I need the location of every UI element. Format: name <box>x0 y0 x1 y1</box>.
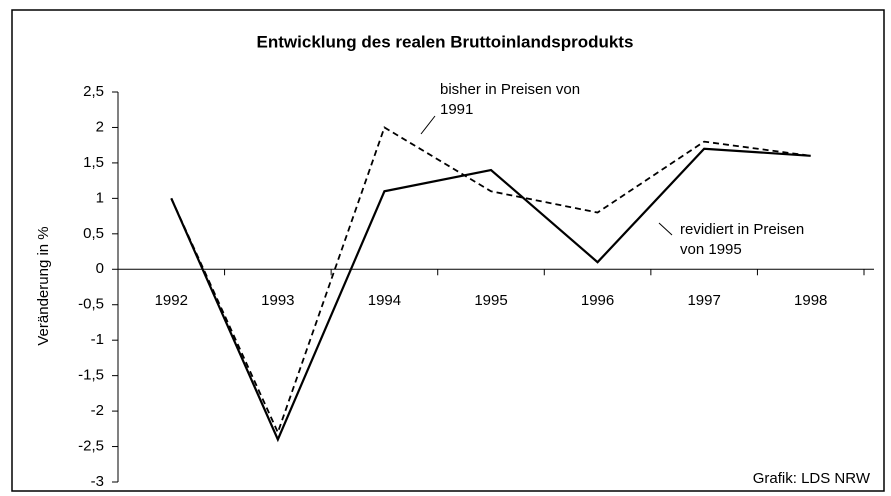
x-tick-label: 1993 <box>261 292 294 309</box>
source: Grafik: LDS NRW <box>753 470 871 487</box>
x-tick-label: 1996 <box>581 292 614 309</box>
x-tick-label: 1992 <box>155 292 188 309</box>
y-tick-label: -2 <box>91 402 104 419</box>
y-tick-label: -1,5 <box>78 367 104 384</box>
y-tick-label: -0,5 <box>78 296 104 313</box>
x-tick-label: 1997 <box>687 292 720 309</box>
line <box>170 147 811 443</box>
y-tick-label: -3 <box>91 473 104 490</box>
chart-title: Entwicklung des realen Bruttoinlandsprod… <box>257 32 634 51</box>
y-tick-label: -1 <box>91 331 104 348</box>
leader-line <box>420 115 436 135</box>
leader-line <box>658 222 673 236</box>
y-tick-label: 1 <box>96 189 104 206</box>
y-tick-label: 2,5 <box>83 83 104 100</box>
frame <box>11 9 885 492</box>
y-tick-label: -2,5 <box>78 438 104 455</box>
y-axis-label: Veränderung in % <box>35 226 52 345</box>
y-tick-label: 2 <box>96 118 104 135</box>
x-tick-label: 1995 <box>474 292 507 309</box>
y-tick-label: 1,5 <box>83 154 104 171</box>
x-tick-label: 1994 <box>368 292 401 309</box>
series-label: revidiert in Preisen von 1995 <box>680 221 805 258</box>
series-label: bisher in Preisen von 1991 <box>440 81 581 118</box>
y-tick-label: 0 <box>96 260 104 277</box>
line <box>170 126 811 435</box>
x-tick-label: 1998 <box>794 292 827 309</box>
y-tick-label: 0,5 <box>83 225 104 242</box>
